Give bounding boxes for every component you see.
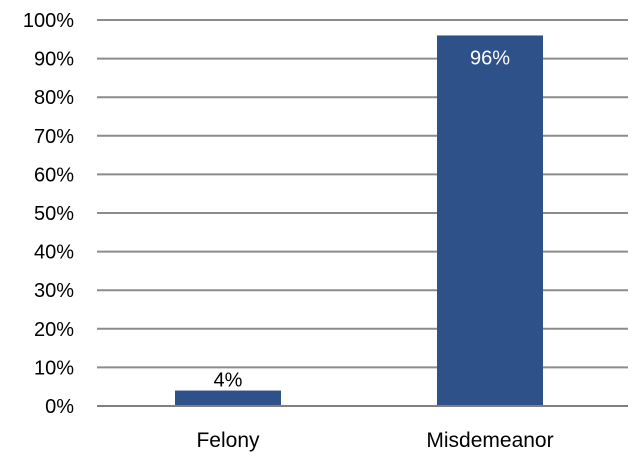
y-tick-label: 60% <box>34 164 74 186</box>
data-labels: 4% 96% <box>214 47 511 391</box>
y-tick-label: 30% <box>34 280 74 302</box>
x-axis-tick-labels: Felony Misdemeanor <box>196 429 553 452</box>
x-tick-label-felony: Felony <box>196 429 260 452</box>
y-tick-label: 0% <box>45 396 74 418</box>
y-tick-label: 50% <box>34 203 74 225</box>
gridlines <box>97 19 628 369</box>
data-label-misdemeanor: 96% <box>470 47 510 69</box>
x-tick-label-misdemeanor: Misdemeanor <box>426 429 553 452</box>
y-axis-tick-labels: 0% 10% 20% 30% 40% 50% 60% 70% 80% 90% 100% <box>23 10 74 418</box>
data-label-felony: 4% <box>214 370 243 392</box>
y-tick-label: 10% <box>34 357 74 379</box>
y-tick-label: 70% <box>34 126 74 148</box>
y-tick-label: 80% <box>34 87 74 109</box>
y-tick-label: 20% <box>34 319 74 341</box>
y-tick-label: 40% <box>34 242 74 264</box>
bars <box>175 35 543 406</box>
bar-felony <box>175 390 281 406</box>
y-tick-label: 90% <box>34 49 74 71</box>
y-tick-label: 100% <box>23 10 74 32</box>
bar-misdemeanor <box>437 35 543 406</box>
